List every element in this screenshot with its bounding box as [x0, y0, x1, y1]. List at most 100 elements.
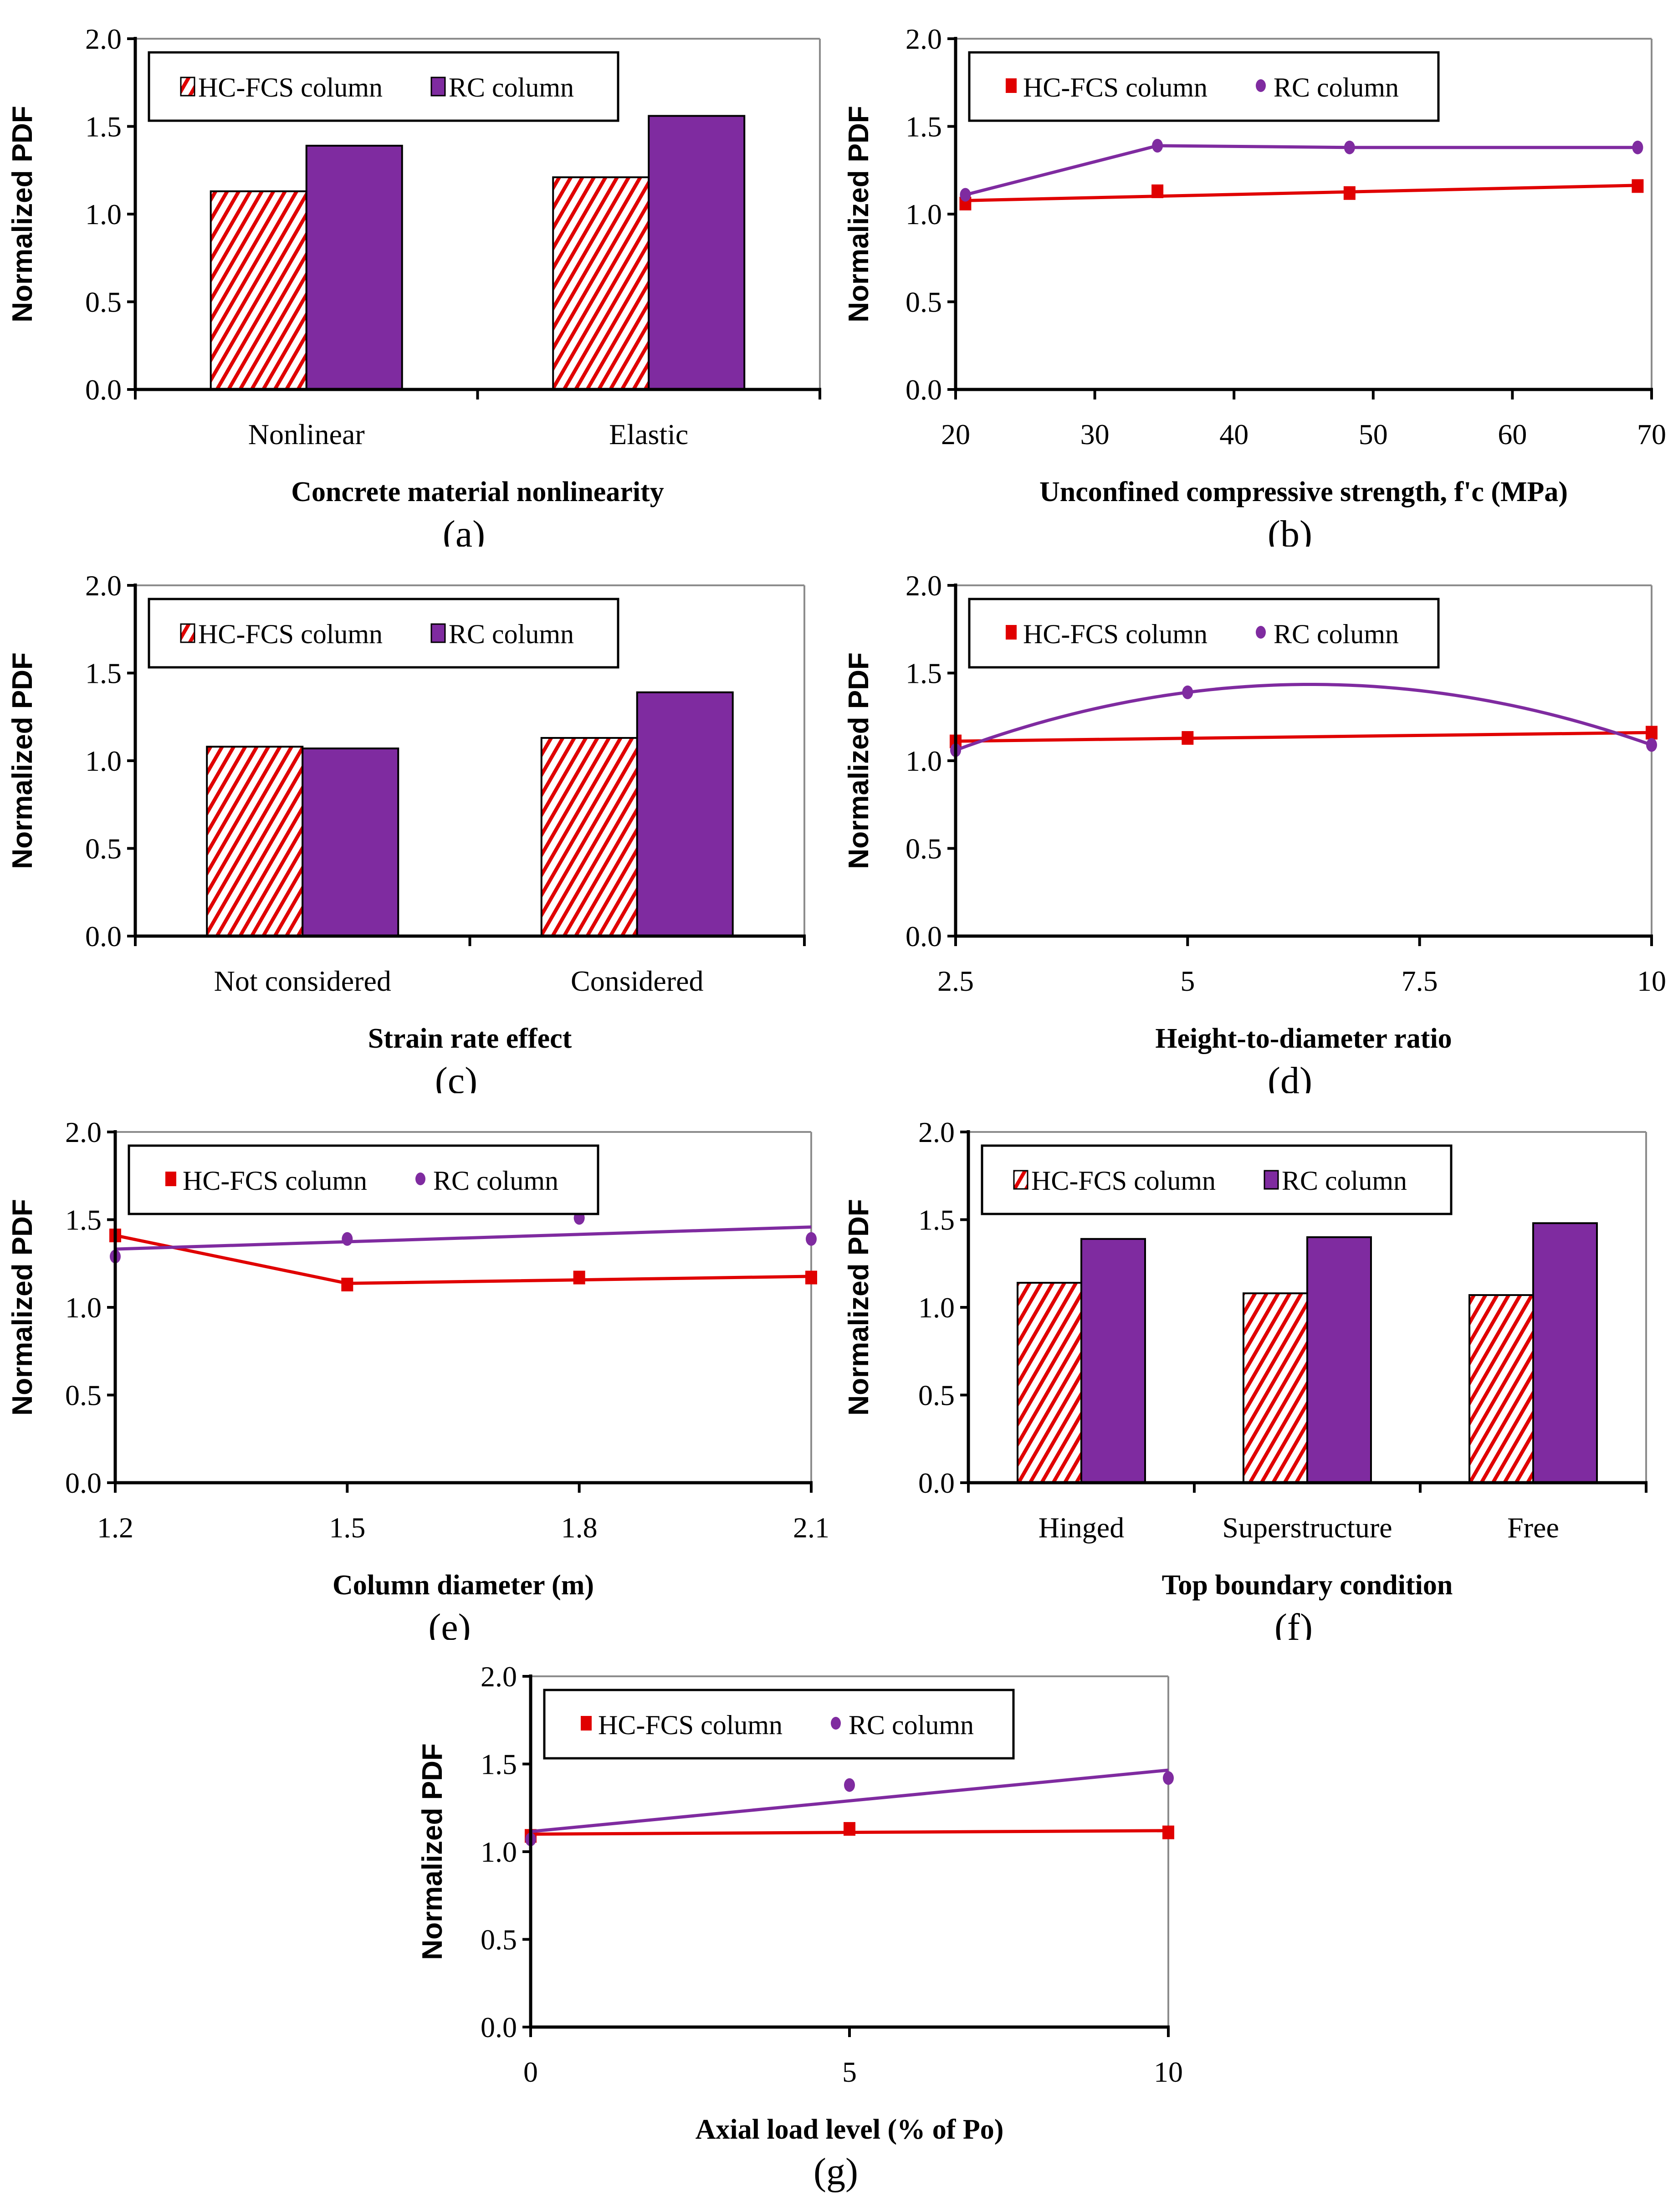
legend-box — [543, 1689, 1015, 1760]
marker-hcfcs — [844, 1822, 855, 1836]
marker-rc — [844, 1778, 855, 1792]
bar-rc — [1532, 1222, 1598, 1484]
chart-b: 0.0 0.5 1.0 1.5 2.0 20 30 40 50 60 70 HC-FCS column… — [843, 23, 1666, 555]
bar-hcfcs — [1017, 1282, 1082, 1484]
x-axis-label: Axial load level (% of Po) — [696, 2114, 1004, 2145]
y-tick-label: 0.5 — [65, 1379, 102, 1412]
y-tick-label: 0.0 — [906, 374, 942, 406]
y-tick-label: 1.5 — [481, 1748, 517, 1781]
legend-box — [968, 51, 1440, 122]
y-tick-label: 1.0 — [85, 198, 122, 230]
marker-rc — [960, 188, 971, 202]
legend-marker-rc — [1256, 626, 1266, 639]
y-tick-label: 1.0 — [906, 198, 942, 230]
series-line-rc — [115, 1225, 812, 1251]
legend-label-hcfcs: HC-FCS column — [198, 72, 383, 102]
x-tick-label: 1.5 — [329, 1511, 365, 1544]
x-tick-label: 20 — [941, 418, 970, 451]
legend-box — [968, 598, 1440, 669]
legend-box — [148, 598, 619, 669]
x-axis-label: Height-to-diameter ratio — [1155, 1023, 1452, 1054]
legend-marker-hcfcs — [581, 1716, 592, 1731]
y-tick-label: 0.0 — [65, 1467, 102, 1499]
y-tick-label: 2.0 — [65, 1116, 102, 1148]
y-tick-label: 0.5 — [906, 833, 942, 865]
legend-swatch-rc — [430, 623, 446, 643]
marker-rc — [806, 1232, 817, 1246]
x-tick-label: 10 — [1154, 2056, 1183, 2088]
y-tick-label: 1.5 — [918, 1204, 955, 1236]
marker-rc — [1632, 140, 1643, 154]
x-tick-label: 50 — [1359, 418, 1388, 451]
y-tick-label: 2.0 — [481, 1660, 517, 1693]
legend-label-hcfcs: HC-FCS column — [198, 619, 383, 649]
x-tick-label: 10 — [1637, 965, 1666, 997]
bar-hcfcs — [540, 737, 638, 937]
legend-label-hcfcs: HC-FCS column — [1023, 72, 1207, 102]
x-tick-label: 7.5 — [1402, 965, 1438, 997]
marker-hcfcs — [1182, 731, 1194, 745]
chart-panel-c: 0.0 0.5 1.0 1.5 2.0 Not considered Considered H… — [0, 547, 836, 1102]
chart-panel-a: 0.0 0.5 1.0 1.5 2.0 Nonlinear Elastic HC-FCS co… — [0, 0, 836, 555]
x-axis-label: Concrete material nonlinearity — [291, 476, 664, 507]
marker-rc — [342, 1232, 353, 1246]
series-line-hcfcs — [955, 731, 1652, 743]
bar-rc — [302, 748, 399, 937]
y-tick-label: 1.5 — [906, 657, 942, 690]
chart-panel-d: 0.0 0.5 1.0 1.5 2.0 2.5 5 7.5 10 HC-FCS column RC … — [836, 547, 1673, 1102]
legend-marker-hcfcs — [165, 1172, 176, 1186]
y-tick-label: 1.0 — [918, 1291, 955, 1324]
chart-panel-b: 0.0 0.5 1.0 1.5 2.0 20 30 40 50 60 70 HC-FCS column… — [836, 0, 1673, 555]
chart-f: 0.0 0.5 1.0 1.5 2.0 Hinged Superstructure Free H… — [843, 1116, 1647, 1649]
x-tick-label: 0 — [523, 2056, 538, 2088]
y-tick-label: 0.5 — [481, 1924, 517, 1956]
legend-box — [148, 51, 619, 122]
y-tick-label: 2.0 — [918, 1116, 955, 1148]
chart-e: 0.0 0.5 1.0 1.5 2.0 1.2 1.5 1.8 2.1 HC-FCS column… — [7, 1116, 829, 1649]
legend-label-rc: RC column — [449, 72, 574, 102]
marker-hcfcs — [1162, 1825, 1174, 1839]
panel-caption: (b) — [1268, 513, 1312, 547]
x-tick-label: 5 — [1180, 965, 1195, 997]
y-axis-label: Normalized PDF — [843, 106, 875, 322]
x-tick-label: 1.2 — [97, 1511, 133, 1544]
y-axis-label: Normalized PDF — [7, 1199, 38, 1415]
y-tick-label: 1.5 — [85, 657, 122, 690]
y-tick-label: 0.5 — [906, 286, 942, 318]
y-tick-label: 0.5 — [85, 286, 122, 318]
marker-hcfcs — [1632, 179, 1644, 193]
bar-rc — [636, 691, 734, 937]
legend-marker-rc — [1256, 79, 1266, 92]
legend-swatch-rc — [1264, 1170, 1279, 1190]
legend-swatch-hcfcs — [180, 77, 195, 97]
x-tick-label: 40 — [1219, 418, 1248, 451]
legend-label-rc: RC column — [849, 1710, 974, 1740]
legend-label-rc: RC column — [1282, 1166, 1407, 1196]
y-tick-label: 2.0 — [906, 23, 942, 55]
marker-hcfcs — [1151, 184, 1164, 198]
y-axis-label: Normalized PDF — [417, 1743, 448, 1960]
x-axis-label: Unconfined compressive strength, f'c (MP… — [1039, 476, 1568, 507]
legend-box — [981, 1144, 1453, 1215]
y-tick-label: 1.5 — [65, 1204, 102, 1236]
x-tick-label: 70 — [1637, 418, 1666, 451]
bar-hcfcs — [552, 176, 650, 390]
y-tick-label: 0.0 — [481, 2011, 517, 2043]
marker-hcfcs — [341, 1277, 353, 1291]
marker-hcfcs — [1646, 726, 1658, 740]
x-tick-label: 30 — [1080, 418, 1110, 451]
panel-caption: (a) — [443, 513, 485, 547]
legend-label-hcfcs: HC-FCS column — [1031, 1166, 1216, 1196]
marker-rc — [1152, 138, 1163, 153]
x-tick-label: Considered — [571, 965, 704, 997]
series-line-hcfcs — [115, 1234, 812, 1285]
y-axis-label: Normalized PDF — [7, 652, 38, 869]
marker-hcfcs — [805, 1270, 817, 1285]
chart-c: 0.0 0.5 1.0 1.5 2.0 Not considered Considered H… — [7, 569, 806, 1102]
bar-rc — [1306, 1236, 1372, 1484]
x-tick-label: 1.8 — [561, 1511, 598, 1544]
x-tick-label: Hinged — [1039, 1511, 1124, 1544]
y-tick-label: 0.0 — [906, 920, 942, 952]
legend-swatch-hcfcs — [1013, 1170, 1028, 1190]
legend-swatch-hcfcs — [180, 623, 195, 643]
